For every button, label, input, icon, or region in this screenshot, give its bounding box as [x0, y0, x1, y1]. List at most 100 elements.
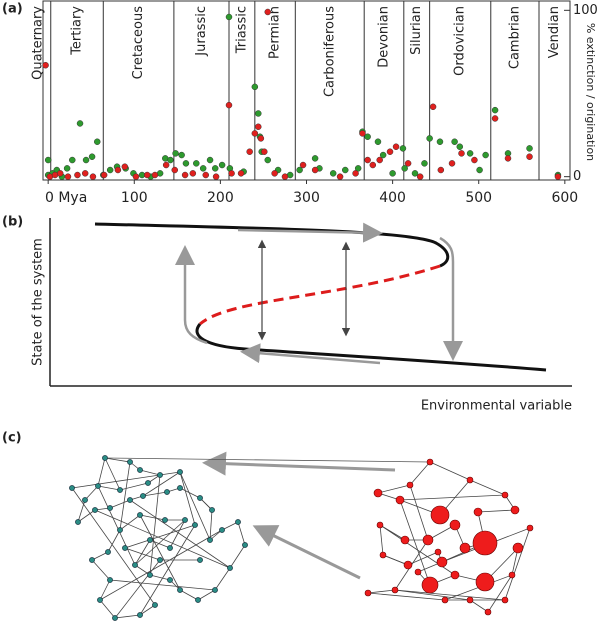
network-edge: [109, 499, 131, 509]
network-edge: [209, 509, 213, 541]
network-edge: [119, 461, 131, 531]
network-node: [395, 495, 405, 505]
y-axis-label: % extinction / origination: [584, 23, 597, 161]
network-node: [466, 596, 474, 604]
network-node: [235, 519, 241, 525]
data-point: [100, 171, 108, 179]
network-edge: [399, 499, 431, 586]
network-node: [102, 455, 108, 461]
data-point: [212, 173, 220, 180]
network-node: [436, 556, 448, 568]
network-edge: [139, 524, 196, 616]
network-edge: [134, 519, 186, 566]
x-axis-label: Environmental variable: [421, 399, 572, 414]
network-node: [117, 527, 123, 533]
data-point: [426, 135, 433, 142]
data-point: [89, 173, 97, 180]
network-node: [97, 597, 103, 603]
network-node: [510, 505, 520, 515]
network-node: [177, 587, 183, 593]
data-point: [311, 155, 319, 162]
path-arrow: [175, 245, 208, 345]
network-edge: [142, 471, 181, 497]
network-edge: [134, 564, 151, 576]
transition-arrow: [252, 525, 361, 580]
network-node: [164, 489, 170, 495]
network-edge: [139, 514, 181, 591]
data-point: [255, 110, 262, 117]
x-tick-label: 300: [293, 190, 320, 206]
network-node: [137, 467, 143, 473]
y-tick-label: 100: [573, 3, 598, 18]
period-label: Vendian: [547, 6, 562, 58]
network-edge: [77, 509, 96, 523]
network-node: [484, 608, 492, 616]
network-edge: [229, 544, 246, 569]
network-node: [82, 497, 88, 503]
data-point: [56, 170, 64, 177]
data-point: [225, 101, 233, 109]
network-edge: [129, 499, 231, 569]
data-point: [526, 145, 533, 152]
network-edge: [142, 491, 168, 497]
data-point: [202, 171, 209, 179]
network-node: [242, 542, 248, 548]
data-point: [63, 165, 71, 172]
network-edge: [221, 521, 239, 531]
data-point: [329, 170, 337, 177]
x-tick-label: 400: [379, 190, 406, 206]
network-node: [391, 586, 399, 594]
network-node: [195, 597, 201, 603]
period-label: Silurian: [409, 6, 424, 55]
data-point: [336, 173, 344, 180]
x-tick-label: 600: [551, 190, 578, 206]
data-point: [189, 170, 197, 177]
network-edge: [179, 471, 211, 541]
network-node: [379, 551, 387, 559]
data-point: [554, 173, 562, 180]
network-node: [147, 572, 153, 578]
data-point: [76, 120, 84, 127]
network-edge: [119, 482, 149, 491]
network-edge: [99, 579, 111, 601]
network-edge: [71, 487, 156, 606]
network-node: [89, 557, 95, 563]
data-point: [255, 123, 262, 131]
network-edge: [409, 461, 431, 486]
data-point: [456, 143, 464, 150]
network-edge: [119, 514, 141, 531]
network-node: [192, 522, 198, 528]
network-edge: [429, 461, 471, 481]
panel-b: State of the system Environmental variab…: [31, 218, 572, 414]
data-point: [401, 165, 408, 172]
network-node: [508, 571, 516, 579]
data-point: [143, 171, 151, 179]
network-edge: [97, 485, 136, 566]
network-node: [140, 493, 146, 499]
data-point: [364, 156, 371, 164]
data-point: [211, 165, 219, 172]
panel-c: [69, 451, 534, 621]
network-node: [414, 568, 422, 576]
network-node: [132, 562, 138, 568]
network-edge: [197, 589, 216, 601]
y-tick-label: 0: [573, 169, 581, 184]
network-edge: [91, 551, 109, 561]
network-node: [127, 459, 133, 465]
data-point: [411, 170, 419, 177]
data-point: [199, 165, 207, 172]
network-node: [95, 483, 101, 489]
network-edge: [237, 521, 246, 546]
network-node: [147, 537, 153, 543]
data-point: [171, 166, 178, 174]
network-node: [376, 521, 384, 529]
data-point: [354, 165, 362, 172]
data-point: [44, 156, 52, 164]
network-edge: [149, 539, 171, 549]
network-edge: [179, 589, 199, 601]
period-label: Cambrian: [507, 6, 522, 69]
network-node: [137, 612, 143, 618]
network-node: [430, 505, 450, 525]
data-point: [264, 156, 271, 164]
network-node: [137, 512, 143, 518]
